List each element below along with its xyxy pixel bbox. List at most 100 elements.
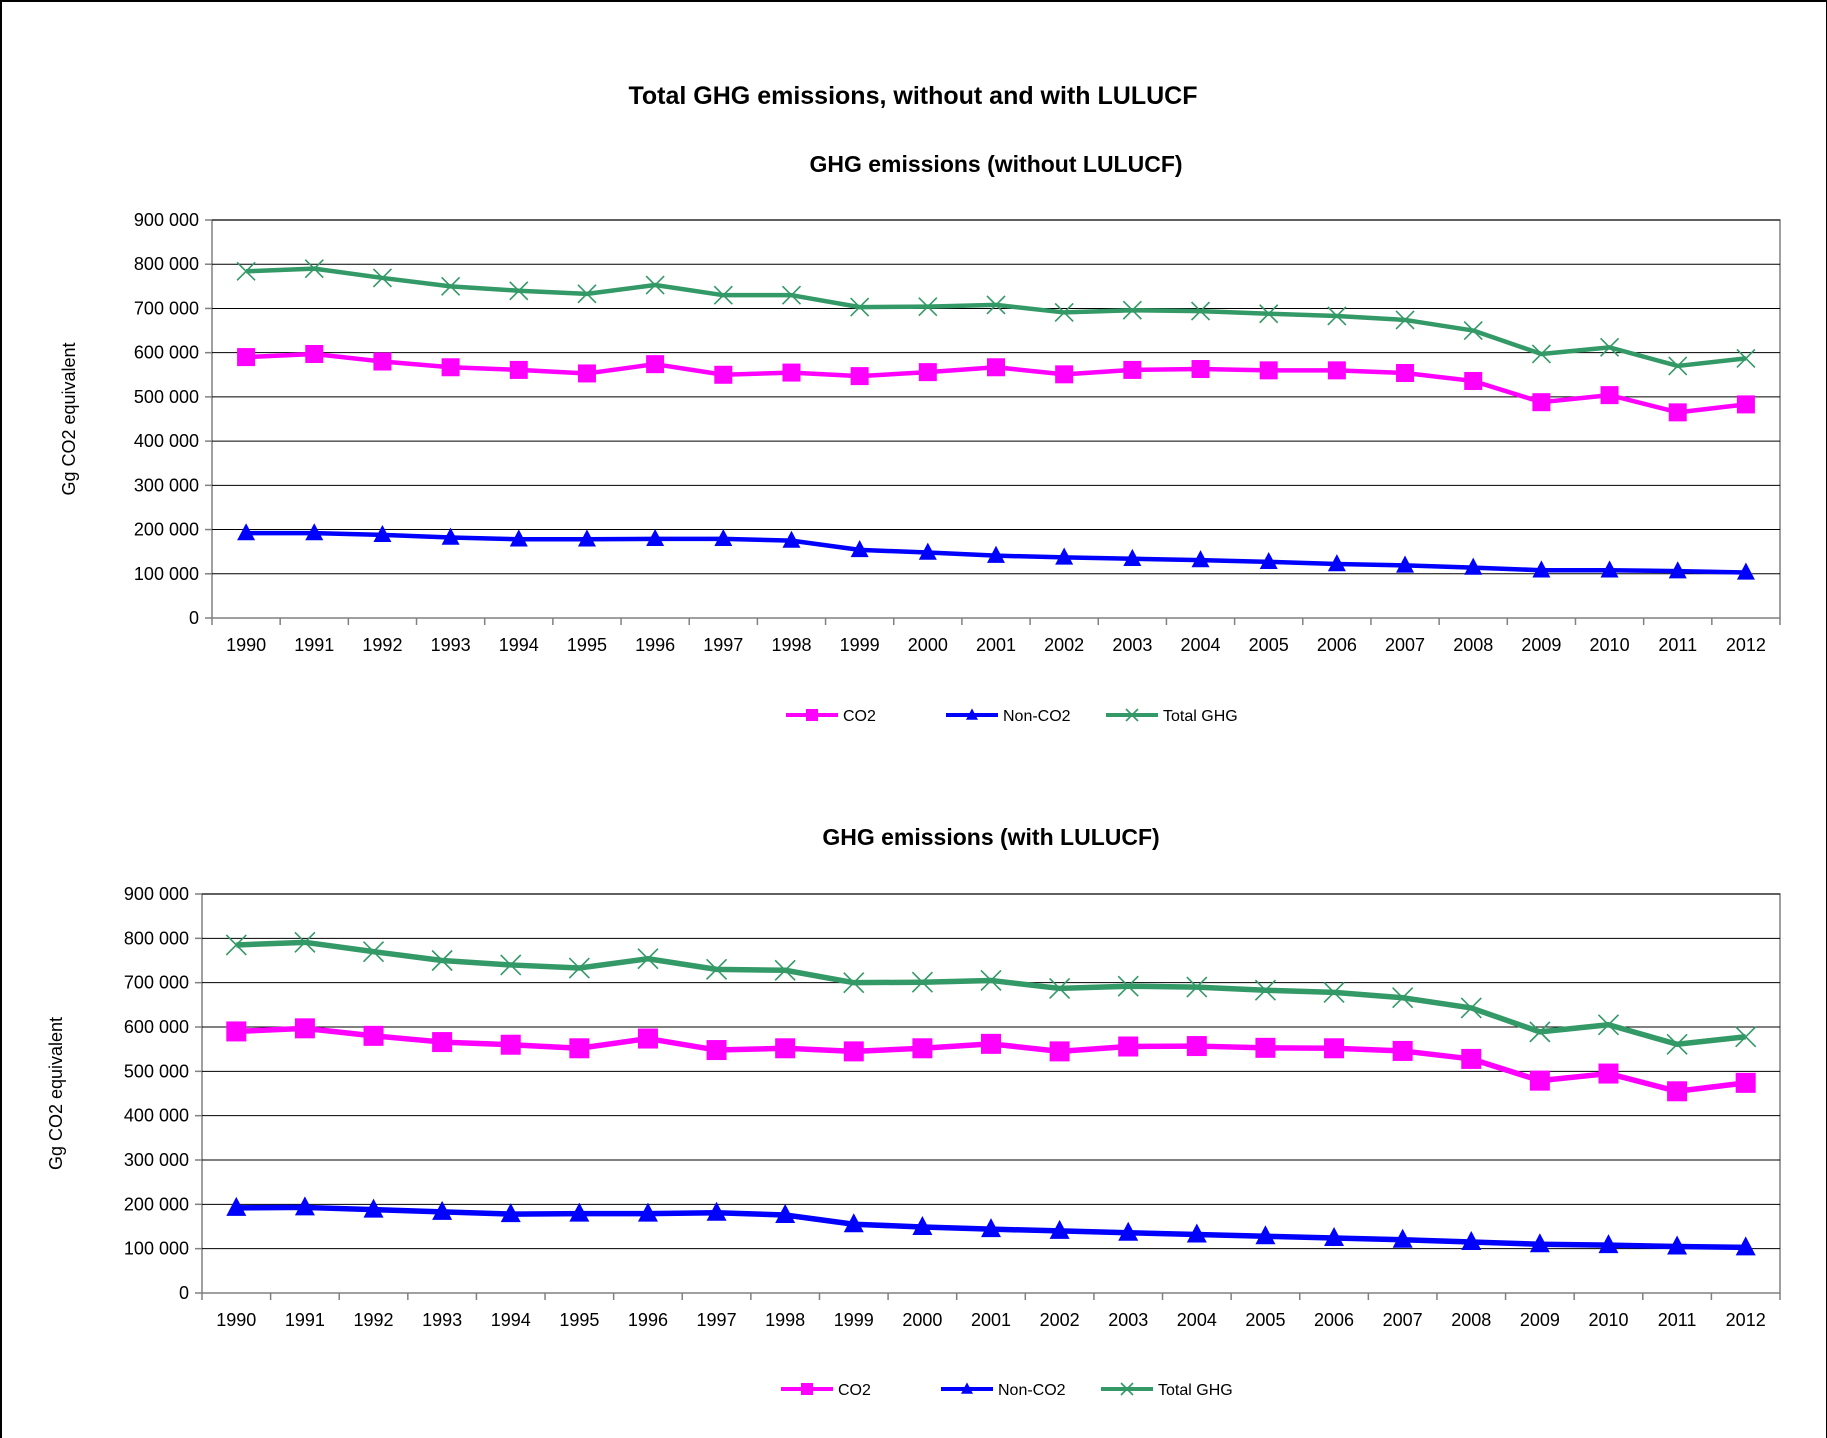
data-point-co2 [432, 1032, 453, 1053]
data-point-co2 [1736, 395, 1755, 414]
y-tick-label: 300 000 [134, 475, 199, 495]
data-point-co2 [987, 358, 1005, 377]
data-point-non-co2 [237, 523, 256, 541]
x-tick-label: 1991 [294, 635, 334, 655]
x-tick-label: 2005 [1245, 1310, 1285, 1330]
data-point-total-ghg [645, 275, 665, 295]
data-point-non-co2 [843, 1213, 864, 1233]
data-point-co2 [1118, 1036, 1139, 1057]
y-tick-label: 600 000 [124, 1017, 189, 1037]
data-point-co2 [294, 1018, 315, 1039]
x-tick-label: 2003 [1108, 1310, 1148, 1330]
data-point-total-ghg [1668, 356, 1688, 376]
x-tick-label: 1998 [765, 1310, 805, 1330]
data-point-co2 [912, 1038, 933, 1059]
data-point-co2 [637, 1028, 658, 1049]
x-tick-label: 1999 [840, 635, 880, 655]
data-point-non-co2 [294, 1196, 315, 1216]
data-point-total-ghg [637, 948, 659, 970]
data-point-non-co2 [714, 528, 733, 547]
y-tick-label: 0 [179, 1283, 189, 1303]
x-tick-label: 2006 [1317, 635, 1357, 655]
data-point-non-co2 [500, 1203, 521, 1223]
data-point-total-ghg [1122, 300, 1142, 320]
x-tick-label: 2012 [1726, 635, 1766, 655]
chart-without-lulucf: GHG emissions (without LULUCF) 0 100 000 20… [59, 151, 1781, 725]
data-point-co2 [981, 1033, 1001, 1054]
data-point-non-co2 [850, 539, 869, 558]
y-tick-label: 700 000 [124, 973, 189, 993]
data-point-co2 [1191, 360, 1210, 379]
data-point-total-ghg [441, 276, 461, 296]
data-point-total-ghg [850, 297, 870, 317]
data-point-non-co2 [1668, 561, 1687, 579]
data-point-non-co2 [1532, 560, 1551, 578]
y-tick-label: 600 000 [134, 343, 199, 363]
chart-with-lulucf: GHG emissions (with LULUCF) 0 100 000 200 0… [46, 824, 1781, 1399]
x-tick-label: 2011 [1658, 1310, 1697, 1330]
data-point-total-ghg [225, 934, 247, 956]
data-point-total-ghg [781, 285, 802, 305]
legend-marker-co2 [806, 709, 818, 721]
data-point-co2 [1464, 371, 1483, 390]
y-tick-label: 800 000 [124, 928, 189, 948]
x-tick-label: 1991 [285, 1310, 325, 1330]
x-tick-label: 2005 [1249, 635, 1289, 655]
legend-item-total-ghg: Total GHG [1106, 708, 1238, 725]
data-point-co2 [918, 363, 937, 382]
x-tick-label: 1994 [499, 635, 539, 655]
data-point-non-co2 [1600, 560, 1619, 578]
chart-title: GHG emissions (with LULUCF) [822, 824, 1159, 850]
data-point-co2 [775, 1038, 796, 1059]
legend-label: CO2 [843, 708, 876, 725]
x-tick-label: 2011 [1658, 635, 1697, 655]
y-tick-label: 400 000 [134, 431, 199, 451]
x-tick-label: 1992 [362, 635, 402, 655]
y-tick-label: 500 000 [124, 1061, 189, 1081]
data-point-total-ghg [1117, 975, 1139, 997]
page-title: Total GHG emissions, without and with LU… [629, 82, 1198, 110]
data-point-non-co2 [432, 1200, 453, 1220]
data-point-total-ghg [362, 941, 385, 963]
y-tick-label: 500 000 [134, 387, 199, 407]
x-tick-label: 1995 [559, 1310, 599, 1330]
legend-marker-total-ghg [1120, 1382, 1134, 1396]
data-point-total-ghg [1666, 1033, 1688, 1055]
data-point-co2 [843, 1041, 864, 1062]
data-point-non-co2 [509, 529, 528, 547]
data-point-co2 [1735, 1072, 1756, 1093]
y-tick-label: 300 000 [124, 1150, 189, 1170]
x-tick-label: 2004 [1180, 635, 1220, 655]
legend-item-co2: CO2 [786, 708, 876, 725]
data-point-co2 [782, 363, 801, 382]
data-point-non-co2 [1049, 1219, 1070, 1239]
legend-marker-non-co2 [961, 1382, 973, 1394]
x-tick-label: 2001 [976, 635, 1016, 655]
x-tick-label: 1996 [628, 1310, 668, 1330]
data-point-total-ghg [1600, 337, 1620, 357]
data-point-co2 [1532, 393, 1551, 412]
data-point-total-ghg [1735, 1026, 1757, 1048]
data-point-co2 [1600, 386, 1619, 405]
data-point-total-ghg [1597, 1014, 1620, 1036]
data-point-total-ghg [1460, 997, 1482, 1019]
data-point-total-ghg [705, 958, 728, 980]
x-tick-label: 1997 [697, 1310, 737, 1330]
x-tick-label: 2012 [1726, 1310, 1766, 1330]
data-point-non-co2 [1255, 1225, 1276, 1245]
legend-marker-non-co2 [966, 708, 978, 720]
data-point-co2 [363, 1025, 384, 1046]
x-tick-label: 2008 [1451, 1310, 1491, 1330]
y-tick-label: 900 000 [134, 210, 199, 230]
y-tick-label: 100 000 [124, 1239, 189, 1259]
data-point-non-co2 [637, 1202, 658, 1222]
data-point-co2 [441, 358, 460, 377]
legend-label: Non-CO2 [998, 1382, 1066, 1399]
x-tick-label: 2008 [1453, 635, 1493, 655]
data-point-total-ghg [918, 297, 938, 317]
data-point-co2 [500, 1034, 521, 1055]
data-point-non-co2 [987, 545, 1005, 563]
data-point-non-co2 [646, 528, 665, 547]
data-point-non-co2 [1327, 554, 1346, 572]
